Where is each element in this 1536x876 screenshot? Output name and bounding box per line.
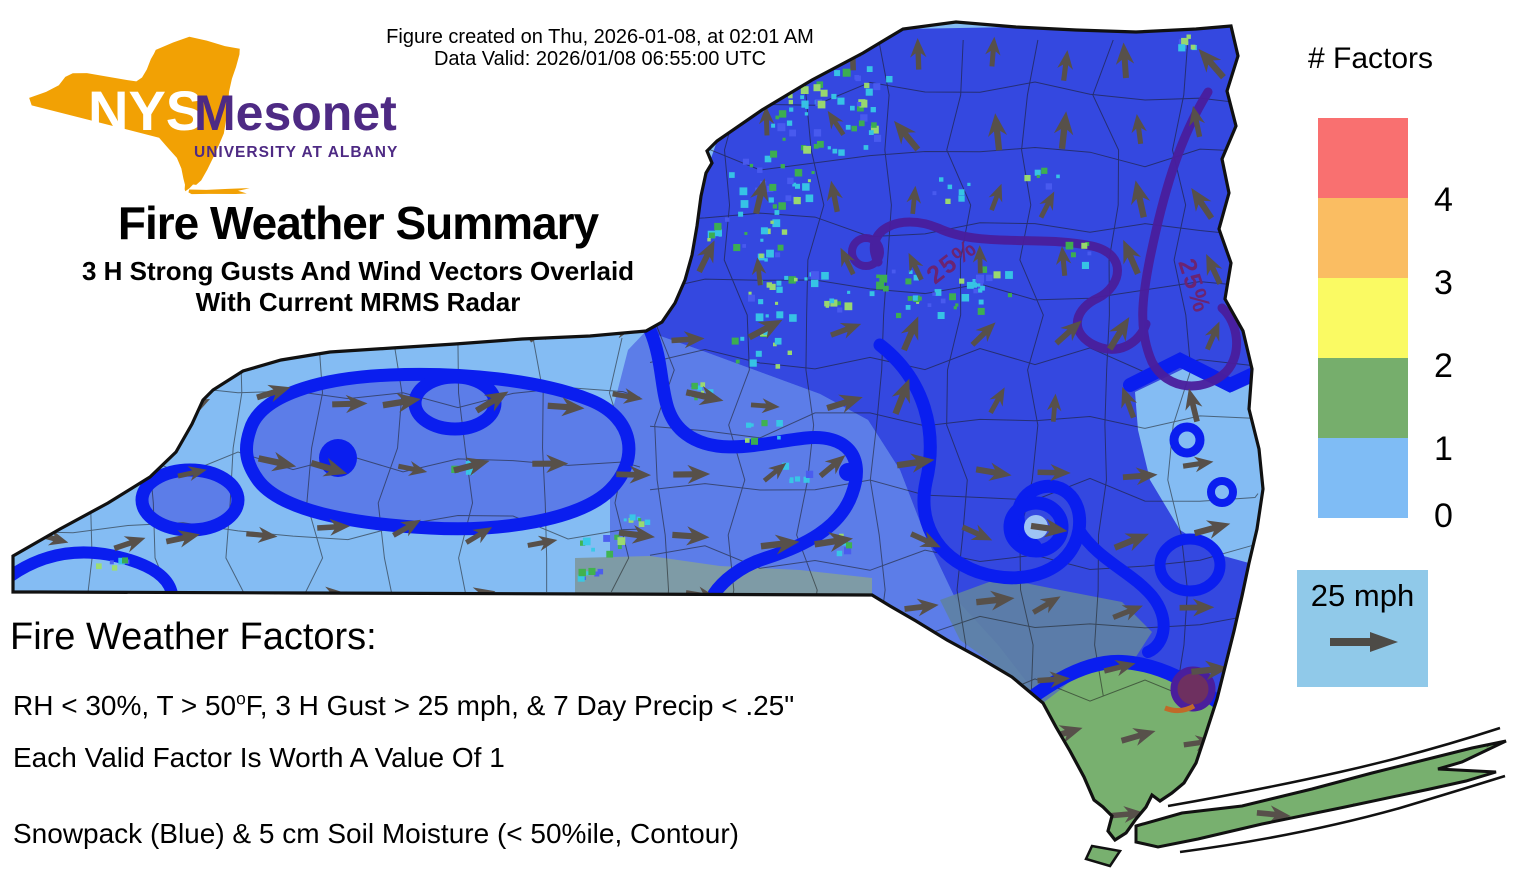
legend-segment-3 [1318,198,1408,278]
wind-speed-legend: 25 mph [1297,570,1428,687]
legend-segment-0 [1318,438,1408,518]
soil-ring-accent [1164,703,1196,714]
legend-tick-0: 0 [1434,497,1453,535]
figure-created-text: Figure created on Thu, 2026-01-08, at 02… [386,26,814,48]
overlay-note: Snowpack (Blue) & 5 cm Soil Moisture (< … [13,818,739,849]
li-sound-shore [1167,726,1501,808]
factor-value-note: Each Valid Factor Is Worth A Value Of 1 [13,742,505,773]
factors-criteria: RH < 30%, T > 50oF, 3 H Gust > 25 mph, &… [13,690,794,722]
figure-meta: Figure created on Thu, 2026-01-08, at 02… [330,26,870,70]
region-factor-1-long-island [1136,741,1506,847]
legend-title: # Factors [1308,42,1434,75]
degree-symbol: o [236,688,246,709]
soil-moisture-bullseye [1170,666,1216,712]
legend-tick-1: 1 [1434,430,1453,468]
snow-patch-small [142,470,238,530]
wind-reference-arrow-icon [1329,632,1398,652]
wind-speed-label: 25 mph [1310,578,1415,613]
snow-contour-dot [839,463,857,481]
logo-wordmark: Mesonet [194,85,397,141]
title-block: Fire Weather Summary 3 H Strong Gusts An… [28,196,688,318]
li-south-shore-bar [1179,774,1506,854]
long-island-outline [1134,739,1507,849]
legend-tick-4: 4 [1434,181,1453,219]
subtitle-line-1: 3 H Strong Gusts And Wind Vectors Overla… [81,256,635,286]
state-outline [11,20,1265,843]
logo-acronym: NYS [88,79,203,142]
factors-heading: Fire Weather Factors: [10,616,377,658]
legend-tick-2: 2 [1434,347,1453,385]
data-valid-text: Data Valid: 2026/01/08 06:55:00 UTC [433,48,767,70]
legend-segment-2 [1318,278,1408,358]
snow-patch-west [246,374,629,529]
snow-patch-small [13,474,48,518]
mrms-radar-echoes [96,34,1197,582]
staten-island-outline [1084,844,1123,868]
region-factor-1-southeast [1043,658,1217,840]
subtitle-line-2: With Current MRMS Radar [195,287,521,317]
criteria-post: F, 3 H Gust > 25 mph, & 7 Day Precip < .… [245,690,795,721]
legend-color-bar [1318,118,1408,518]
snow-patch-small [415,377,495,429]
region-snow-light [610,331,1043,703]
logo-state-shape [29,36,250,195]
legend-segment-1 [1318,358,1408,438]
nys-mesonet-logo: NYS Mesonet UNIVERSITY AT ALBANY [29,36,398,195]
logo-tagline: UNIVERSITY AT ALBANY [194,144,398,161]
region-snow-deep [646,26,1263,703]
legend-segment-4 [1318,118,1408,198]
page-title: Fire Weather Summary [117,197,599,249]
legend-tick-3: 3 [1434,264,1453,302]
soil-moisture-contours [848,87,1242,391]
criteria-pre: RH < 30%, T > 50 [13,690,237,721]
